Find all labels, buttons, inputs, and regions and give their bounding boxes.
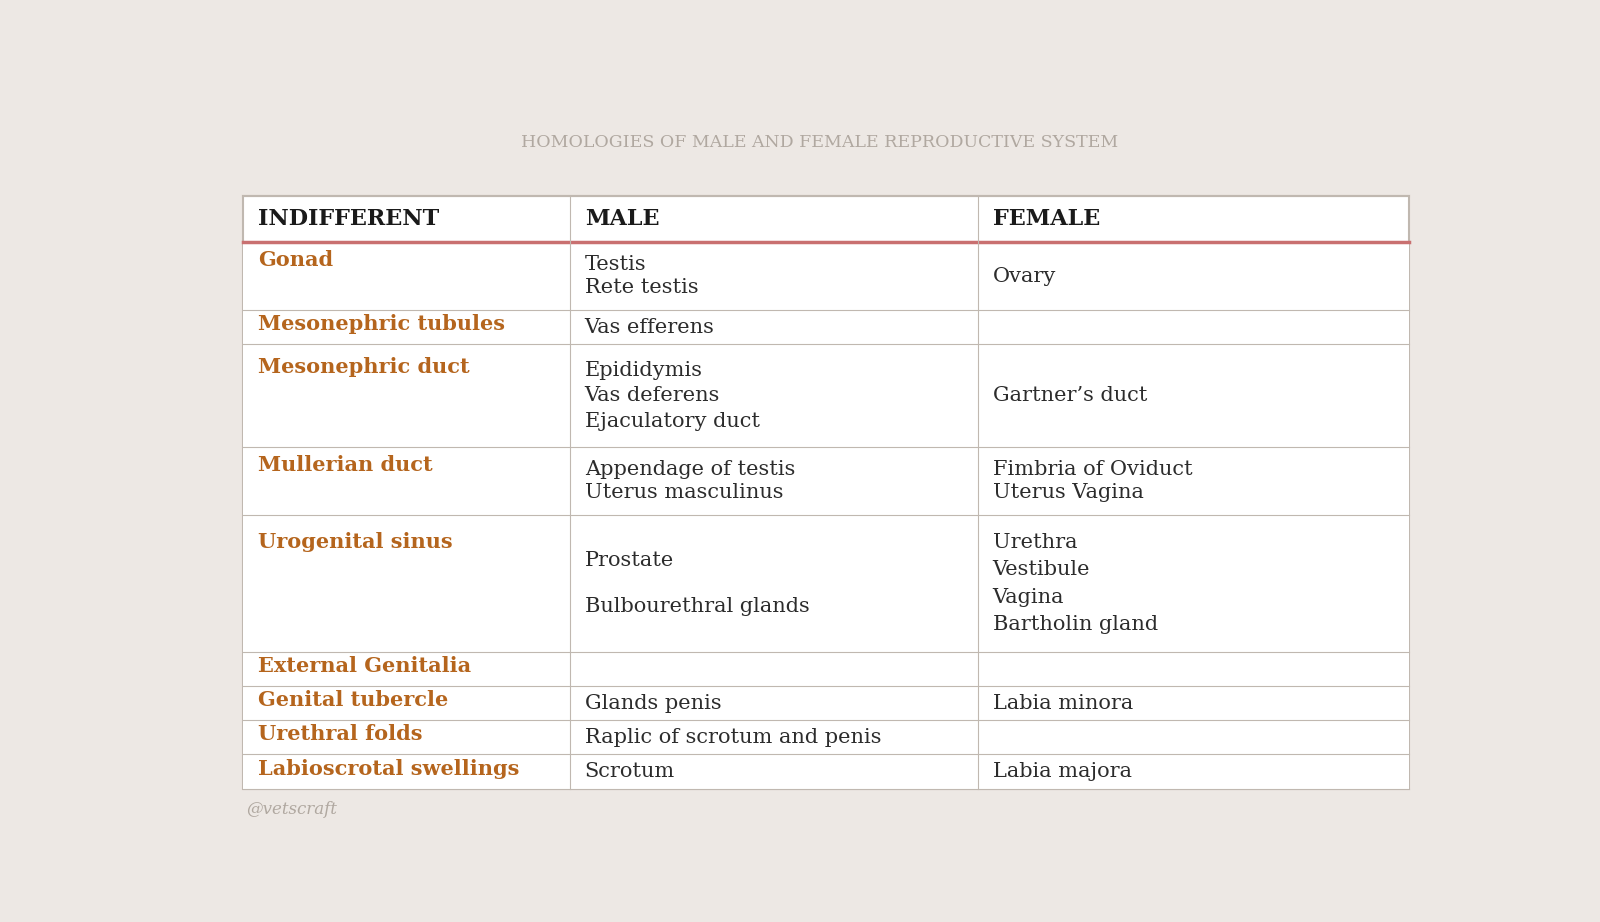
Text: Bartholin gland: Bartholin gland [992, 615, 1158, 634]
Text: Vas efferens: Vas efferens [584, 318, 715, 337]
Text: HOMOLOGIES OF MALE AND FEMALE REPRODUCTIVE SYSTEM: HOMOLOGIES OF MALE AND FEMALE REPRODUCTI… [522, 134, 1118, 151]
Text: Vestibule: Vestibule [992, 561, 1090, 579]
Text: Urethral folds: Urethral folds [258, 725, 422, 744]
Text: Urethra: Urethra [992, 533, 1077, 552]
Bar [243, 515, 1410, 652]
Text: Mesonephric tubules: Mesonephric tubules [258, 314, 506, 335]
Text: Testis: Testis [584, 255, 646, 274]
Text: Labia majora: Labia majora [992, 762, 1131, 781]
Text: INDIFFERENT: INDIFFERENT [258, 207, 440, 230]
Text: Genital tubercle: Genital tubercle [258, 691, 448, 710]
Text: Ovary: Ovary [992, 266, 1056, 286]
Text: Urogenital sinus: Urogenital sinus [258, 532, 453, 551]
Text: Raplic of scrotum and penis: Raplic of scrotum and penis [584, 727, 882, 747]
Bar [243, 754, 1410, 788]
Bar [243, 686, 1410, 720]
Bar [243, 447, 1410, 515]
Text: Scrotum: Scrotum [584, 762, 675, 781]
Text: Fimbria of Oviduct: Fimbria of Oviduct [992, 460, 1192, 479]
Text: Labioscrotal swellings: Labioscrotal swellings [258, 759, 520, 778]
Text: Gartner’s duct: Gartner’s duct [992, 386, 1147, 406]
Text: FEMALE: FEMALE [992, 207, 1099, 230]
Text: MALE: MALE [584, 207, 659, 230]
Text: External Genitalia: External Genitalia [258, 656, 472, 676]
Text: @vetscraft: @vetscraft [246, 801, 336, 819]
Text: Prostate: Prostate [584, 551, 674, 571]
Bar [243, 195, 1410, 788]
Text: Appendage of testis: Appendage of testis [584, 460, 795, 479]
Bar [243, 345, 1410, 447]
Text: Bulbourethral glands: Bulbourethral glands [584, 597, 810, 616]
Text: Ejaculatory duct: Ejaculatory duct [584, 412, 760, 431]
Text: Mesonephric duct: Mesonephric duct [258, 357, 470, 377]
Text: Gonad: Gonad [258, 250, 333, 270]
Text: Vas deferens: Vas deferens [584, 386, 720, 406]
Bar [243, 720, 1410, 754]
Text: Labia minora: Labia minora [992, 693, 1133, 713]
Bar [243, 311, 1410, 345]
Text: Uterus Vagina: Uterus Vagina [992, 483, 1144, 502]
Bar [243, 652, 1410, 686]
Text: Mullerian duct: Mullerian duct [258, 455, 434, 475]
Text: Vagina: Vagina [992, 588, 1064, 607]
Text: Epididymis: Epididymis [584, 361, 702, 380]
Text: Uterus masculinus: Uterus masculinus [584, 483, 782, 502]
Bar [243, 242, 1410, 311]
Text: Glands penis: Glands penis [584, 693, 722, 713]
Text: Rete testis: Rete testis [584, 278, 698, 297]
